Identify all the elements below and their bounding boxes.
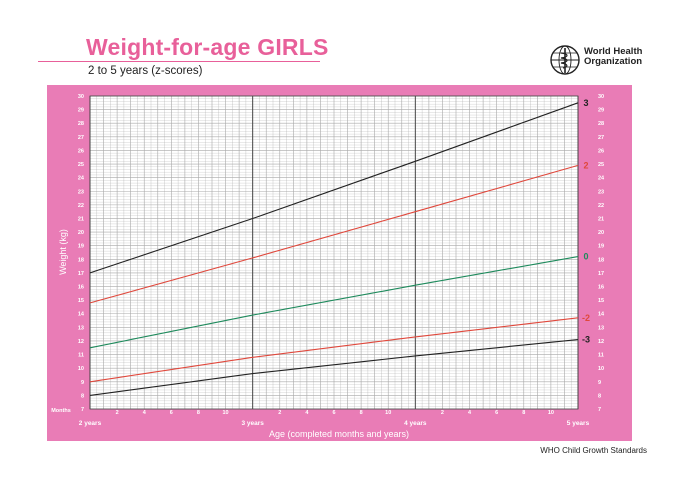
x-tick-label-month: 10 — [385, 410, 391, 416]
y-tick-label: 7 — [81, 407, 84, 413]
x-tick-label-month: 10 — [548, 410, 554, 416]
x-tick-label-month: 8 — [360, 410, 363, 416]
x-tick-label-month: 4 — [143, 410, 147, 416]
y-tick-label: 11 — [598, 353, 604, 359]
y-tick-label: 22 — [78, 203, 84, 209]
y-tick-label: 29 — [598, 108, 604, 114]
y-tick-label: 27 — [78, 135, 84, 141]
x-tick-label-year: 3 years — [241, 420, 264, 427]
curve-z2 — [89, 164, 579, 304]
y-tick-label: 10 — [78, 366, 84, 372]
curve-labels: 3 2 0 -2 -3 — [582, 98, 590, 345]
y-tick-label: 23 — [78, 189, 84, 195]
zscore-curves — [89, 102, 579, 396]
y-tick-label: 29 — [78, 108, 84, 114]
x-tick-label-month: 8 — [197, 410, 200, 416]
y-axis-label: Weight (kg) — [58, 229, 68, 275]
x-tick-label-month: 2 — [278, 410, 281, 416]
y-tick-label: 25 — [78, 162, 84, 168]
chart-title: Weight-for-age GIRLS — [86, 34, 329, 60]
y-tick-label: 11 — [78, 353, 84, 359]
curve-z3 — [89, 102, 579, 274]
x-tick-label-month: 6 — [170, 410, 173, 416]
y-tick-label: 10 — [598, 366, 604, 372]
y-tick-label: 23 — [598, 189, 604, 195]
y-tick-label: 26 — [78, 148, 84, 154]
curve-label-z0: 0 — [583, 252, 588, 262]
who-organization-name: World Health Organization — [584, 46, 643, 67]
curve-label-z3: 3 — [583, 98, 588, 108]
y-tick-label: 24 — [598, 176, 605, 182]
y-tick-label: 28 — [78, 121, 84, 127]
y-tick-label: 13 — [598, 325, 604, 331]
curve-z-3 — [89, 339, 579, 396]
y-tick-label: 13 — [78, 325, 84, 331]
y-tick-label: 22 — [598, 203, 604, 209]
y-tick-label: 17 — [598, 271, 604, 277]
y-tick-label: 15 — [598, 298, 604, 304]
y-tick-label: 27 — [598, 135, 604, 141]
x-tick-label-month: 8 — [522, 410, 525, 416]
y-tick-label: 25 — [598, 162, 604, 168]
y-tick-label: 19 — [598, 244, 604, 250]
y-tick-label: 8 — [598, 393, 601, 399]
x-tick-label-year: 2 years — [79, 420, 102, 427]
y-tick-label: 9 — [81, 380, 84, 386]
x-tick-labels-years: 2 years 3 years 4 years 5 years — [79, 420, 590, 427]
y-tick-label: 19 — [78, 244, 84, 250]
x-tick-label-year: 4 years — [404, 420, 427, 427]
y-tick-label: 7 — [598, 407, 601, 413]
y-tick-label: 18 — [598, 257, 604, 263]
chart-subtitle: 2 to 5 years (z-scores) — [88, 65, 203, 77]
y-tick-label: 28 — [598, 121, 604, 127]
x-tick-labels-months: 2 4 6 8 10 2 4 6 8 10 2 4 6 8 10 — [116, 410, 554, 416]
plot-border — [89, 95, 579, 410]
y-tick-label: 24 — [78, 176, 85, 182]
curve-label-z-2: -2 — [582, 313, 590, 323]
y-tick-label: 14 — [78, 312, 85, 318]
y-tick-label: 9 — [598, 380, 601, 386]
y-tick-label: 16 — [78, 285, 84, 291]
y-tick-label: 12 — [78, 339, 84, 345]
y-tick-label: 12 — [598, 339, 604, 345]
y-tick-label: 15 — [78, 298, 84, 304]
x-tick-label-month: 4 — [305, 410, 309, 416]
who-emblem-icon — [550, 45, 580, 75]
y-tick-label: 30 — [78, 94, 84, 100]
x-tick-label-month: 6 — [332, 410, 335, 416]
x-axis-label: Age (completed months and years) — [269, 429, 409, 439]
x-tick-label-month: 10 — [222, 410, 228, 416]
y-tick-label: 30 — [598, 94, 604, 100]
curve-label-z-3: -3 — [582, 335, 590, 345]
y-tick-label: 16 — [598, 285, 604, 291]
y-tick-labels-right: 7 8 9 10 11 12 13 14 15 16 17 18 19 20 21 22 23 24 25 26 27 2… — [598, 94, 605, 413]
y-tick-label: 20 — [78, 230, 84, 236]
y-tick-label: 21 — [598, 216, 604, 222]
x-tick-label-month: 2 — [441, 410, 444, 416]
title-divider — [38, 61, 320, 62]
x-tick-label-year: 5 years — [567, 420, 590, 427]
x-tick-label-month: 2 — [116, 410, 119, 416]
y-tick-label: 17 — [78, 271, 84, 277]
curve-z0 — [89, 256, 579, 349]
x-corner-label: Months — [51, 408, 71, 414]
footer-source: WHO Child Growth Standards — [540, 446, 647, 455]
y-tick-labels-left: 7 8 9 10 11 12 13 14 15 16 17 18 19 20 21 22 23 24 25 26 27 2… — [78, 94, 85, 413]
y-tick-label: 20 — [598, 230, 604, 236]
y-tick-label: 21 — [78, 216, 84, 222]
curve-z-2 — [89, 317, 579, 383]
y-tick-label: 8 — [81, 393, 84, 399]
y-tick-label: 18 — [78, 257, 84, 263]
y-tick-label: 14 — [598, 312, 605, 318]
curve-label-z2: 2 — [583, 160, 588, 170]
y-tick-label: 26 — [598, 148, 604, 154]
x-tick-label-month: 6 — [495, 410, 498, 416]
x-tick-label-month: 4 — [468, 410, 472, 416]
